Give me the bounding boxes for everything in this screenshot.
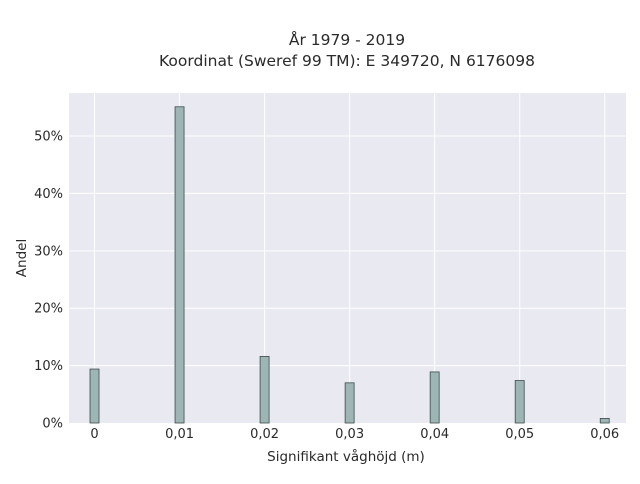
x-tick-label: 0,01: [165, 427, 194, 442]
x-tick-labels: 0 0,01 0,02 0,03 0,04 0,05 0,06: [90, 427, 619, 442]
histogram-bar: [429, 371, 440, 424]
x-tick-label: 0: [90, 427, 98, 442]
chart-title-line-2: Koordinat (Sweref 99 TM): E 349720, N 61…: [159, 52, 535, 70]
histogram-bar: [599, 418, 610, 424]
bars: [89, 106, 610, 424]
y-axis-label: Andel: [14, 239, 30, 277]
histogram-bar: [259, 356, 270, 424]
y-tick-labels: 0% 10% 20% 30% 40% 50%: [34, 130, 63, 432]
histogram-bar: [89, 368, 100, 424]
chart-title-line-1: År 1979 - 2019: [289, 30, 405, 49]
x-tick-label: 0,06: [590, 427, 619, 442]
histogram-bar: [174, 106, 185, 424]
y-tick-label: 50%: [34, 130, 63, 145]
histogram-bar: [344, 382, 355, 424]
y-tick-label: 10%: [34, 359, 63, 374]
y-tick-label: 40%: [34, 187, 63, 202]
x-tick-label: 0,05: [505, 427, 534, 442]
x-tick-label: 0,04: [420, 427, 449, 442]
histogram-bar: [514, 380, 525, 424]
grid-lines: [69, 93, 626, 423]
x-axis-label: Signifikant våghöjd (m): [267, 448, 425, 465]
x-tick-label: 0,02: [250, 427, 279, 442]
plot-area: [69, 93, 626, 423]
y-tick-label: 0%: [42, 417, 63, 432]
x-tick-label: 0,03: [335, 427, 364, 442]
y-tick-label: 20%: [34, 302, 63, 317]
y-tick-label: 30%: [34, 244, 63, 259]
